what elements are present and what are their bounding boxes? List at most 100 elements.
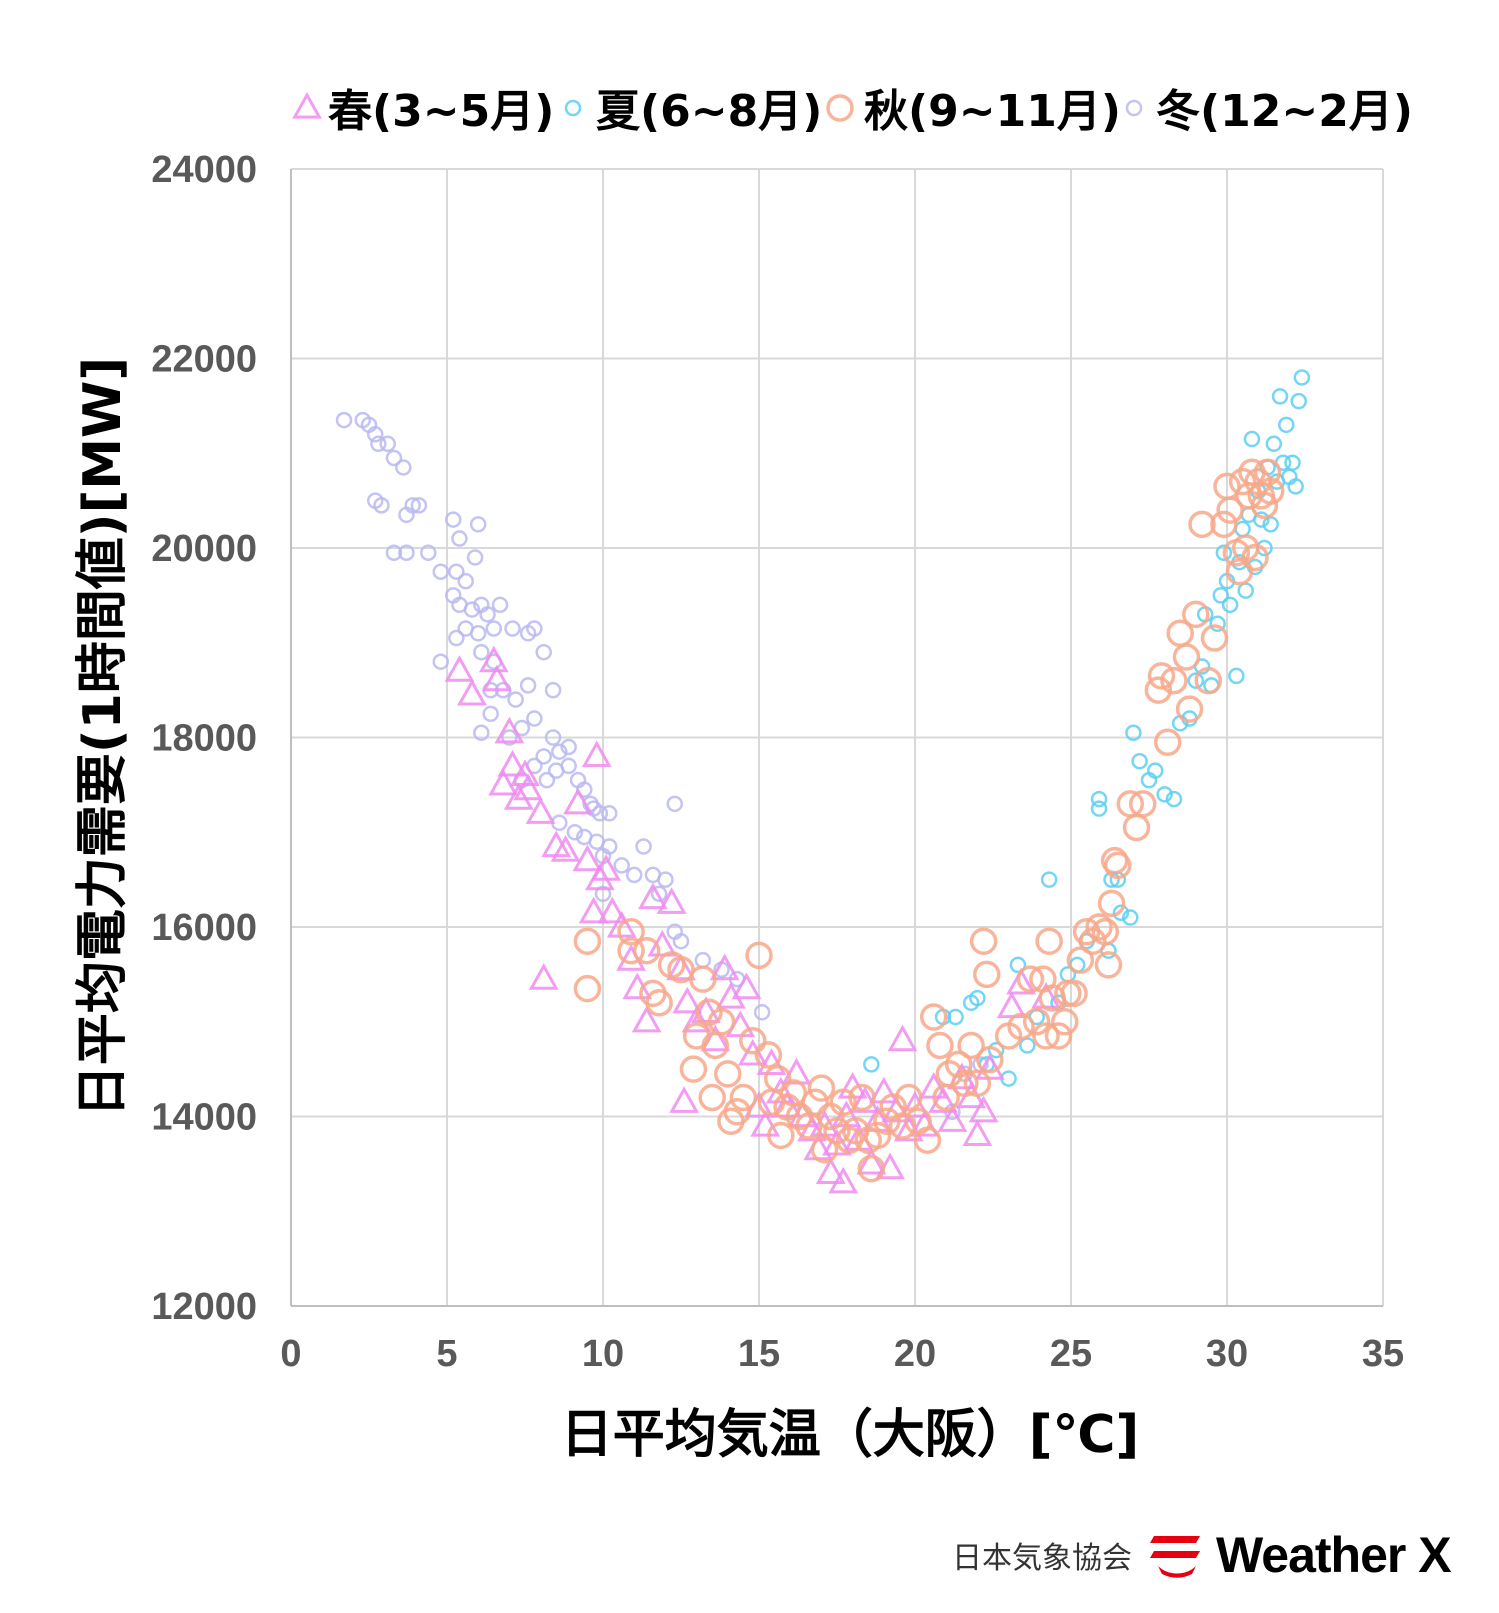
data-point (1040, 871, 1058, 888)
x-tick-label: 25 (1050, 1333, 1092, 1375)
data-point (863, 1056, 880, 1073)
data-point (1090, 790, 1108, 808)
data-point (1104, 851, 1132, 880)
data-point (856, 1147, 887, 1175)
data-point (1278, 416, 1295, 434)
data-point (335, 411, 353, 429)
data-point (385, 544, 403, 561)
jma-label: 日本気象協会 (952, 1541, 1132, 1576)
data-point (1187, 672, 1205, 689)
data-point (1231, 534, 1260, 562)
data-point (1146, 762, 1164, 779)
data-point (432, 653, 450, 670)
data-point (366, 426, 384, 443)
data-point (395, 459, 412, 476)
data-point (1271, 388, 1289, 405)
data-point (528, 963, 559, 990)
data-point (672, 986, 703, 1014)
data-point (650, 885, 668, 903)
data-point (848, 1083, 876, 1112)
data-point (944, 1050, 973, 1079)
data-point (1044, 1022, 1073, 1050)
data-point (1009, 956, 1027, 974)
data-point (963, 1069, 992, 1098)
data-point (482, 664, 512, 692)
data-point (666, 953, 696, 981)
x-tick-label: 20 (894, 1333, 936, 1375)
data-point (420, 544, 437, 561)
data-point (1221, 596, 1239, 614)
data-point (485, 620, 503, 637)
weather-x-logo-icon (1148, 1523, 1206, 1587)
data-point (1147, 662, 1176, 690)
data-point (600, 838, 618, 855)
data-point (581, 740, 612, 768)
data-point (1216, 496, 1244, 524)
data-point (1016, 965, 1045, 993)
data-point (591, 854, 622, 881)
data-point (1032, 1022, 1060, 1050)
axes: 0 5 10 15 20 25 30 35 12000 14000 16000 18000 20000 2… (151, 149, 1404, 1375)
data-point (504, 620, 521, 637)
data-point (729, 1083, 758, 1112)
data-point (519, 677, 537, 694)
data-point (379, 435, 396, 453)
data-point (457, 678, 487, 706)
y-tick-label: 12000 (151, 1286, 257, 1328)
data-point (469, 625, 487, 642)
data-point (1228, 467, 1257, 496)
data-point (895, 1083, 923, 1112)
data-point (494, 716, 525, 744)
data-point (544, 729, 562, 746)
data-point (987, 1041, 1005, 1059)
data-point (385, 449, 403, 467)
data-point (600, 805, 618, 822)
data-point (957, 1031, 985, 1060)
grid-lines (290, 168, 1384, 1307)
data-point (1129, 790, 1157, 818)
data-point (937, 1105, 968, 1132)
data-point (969, 927, 998, 955)
data-point (1253, 458, 1282, 486)
data-point (739, 1026, 767, 1055)
y-tick-label: 16000 (151, 907, 257, 949)
data-point (969, 989, 986, 1007)
data-point (1194, 666, 1223, 695)
data-point (763, 1064, 792, 1093)
data-point (473, 724, 490, 742)
data-point (451, 530, 468, 547)
data-point (1210, 510, 1238, 539)
data-point (709, 953, 740, 981)
data-point (1094, 951, 1123, 979)
data-point (1122, 813, 1151, 842)
data-point (968, 1095, 999, 1123)
data-point (410, 497, 428, 514)
x-tick-label: 5 (436, 1333, 457, 1375)
data-point (513, 773, 544, 801)
data-point (1131, 752, 1148, 770)
data-point (1215, 544, 1233, 561)
data-point (807, 1074, 836, 1102)
data-point (873, 1107, 901, 1135)
data-point (551, 743, 568, 760)
data-point (597, 896, 628, 924)
data-point (913, 1126, 942, 1154)
data-point (681, 1005, 712, 1033)
x-axis-title: 日平均気温（大阪）[℃] (561, 1405, 1140, 1465)
data-point (1090, 800, 1108, 817)
data-point (888, 1112, 917, 1140)
data-point (535, 748, 552, 765)
x-tick-label: 35 (1362, 1333, 1404, 1375)
data-point (638, 882, 668, 910)
data-point (829, 1088, 857, 1117)
data-point (578, 896, 609, 924)
data-point (1153, 728, 1182, 756)
data-point (635, 838, 652, 855)
data-point (714, 1060, 742, 1088)
data-point (1156, 786, 1173, 803)
data-point (926, 1031, 954, 1060)
data-point (863, 1121, 892, 1150)
data-point (444, 511, 462, 528)
data-point (613, 857, 630, 874)
data-point (591, 805, 609, 822)
